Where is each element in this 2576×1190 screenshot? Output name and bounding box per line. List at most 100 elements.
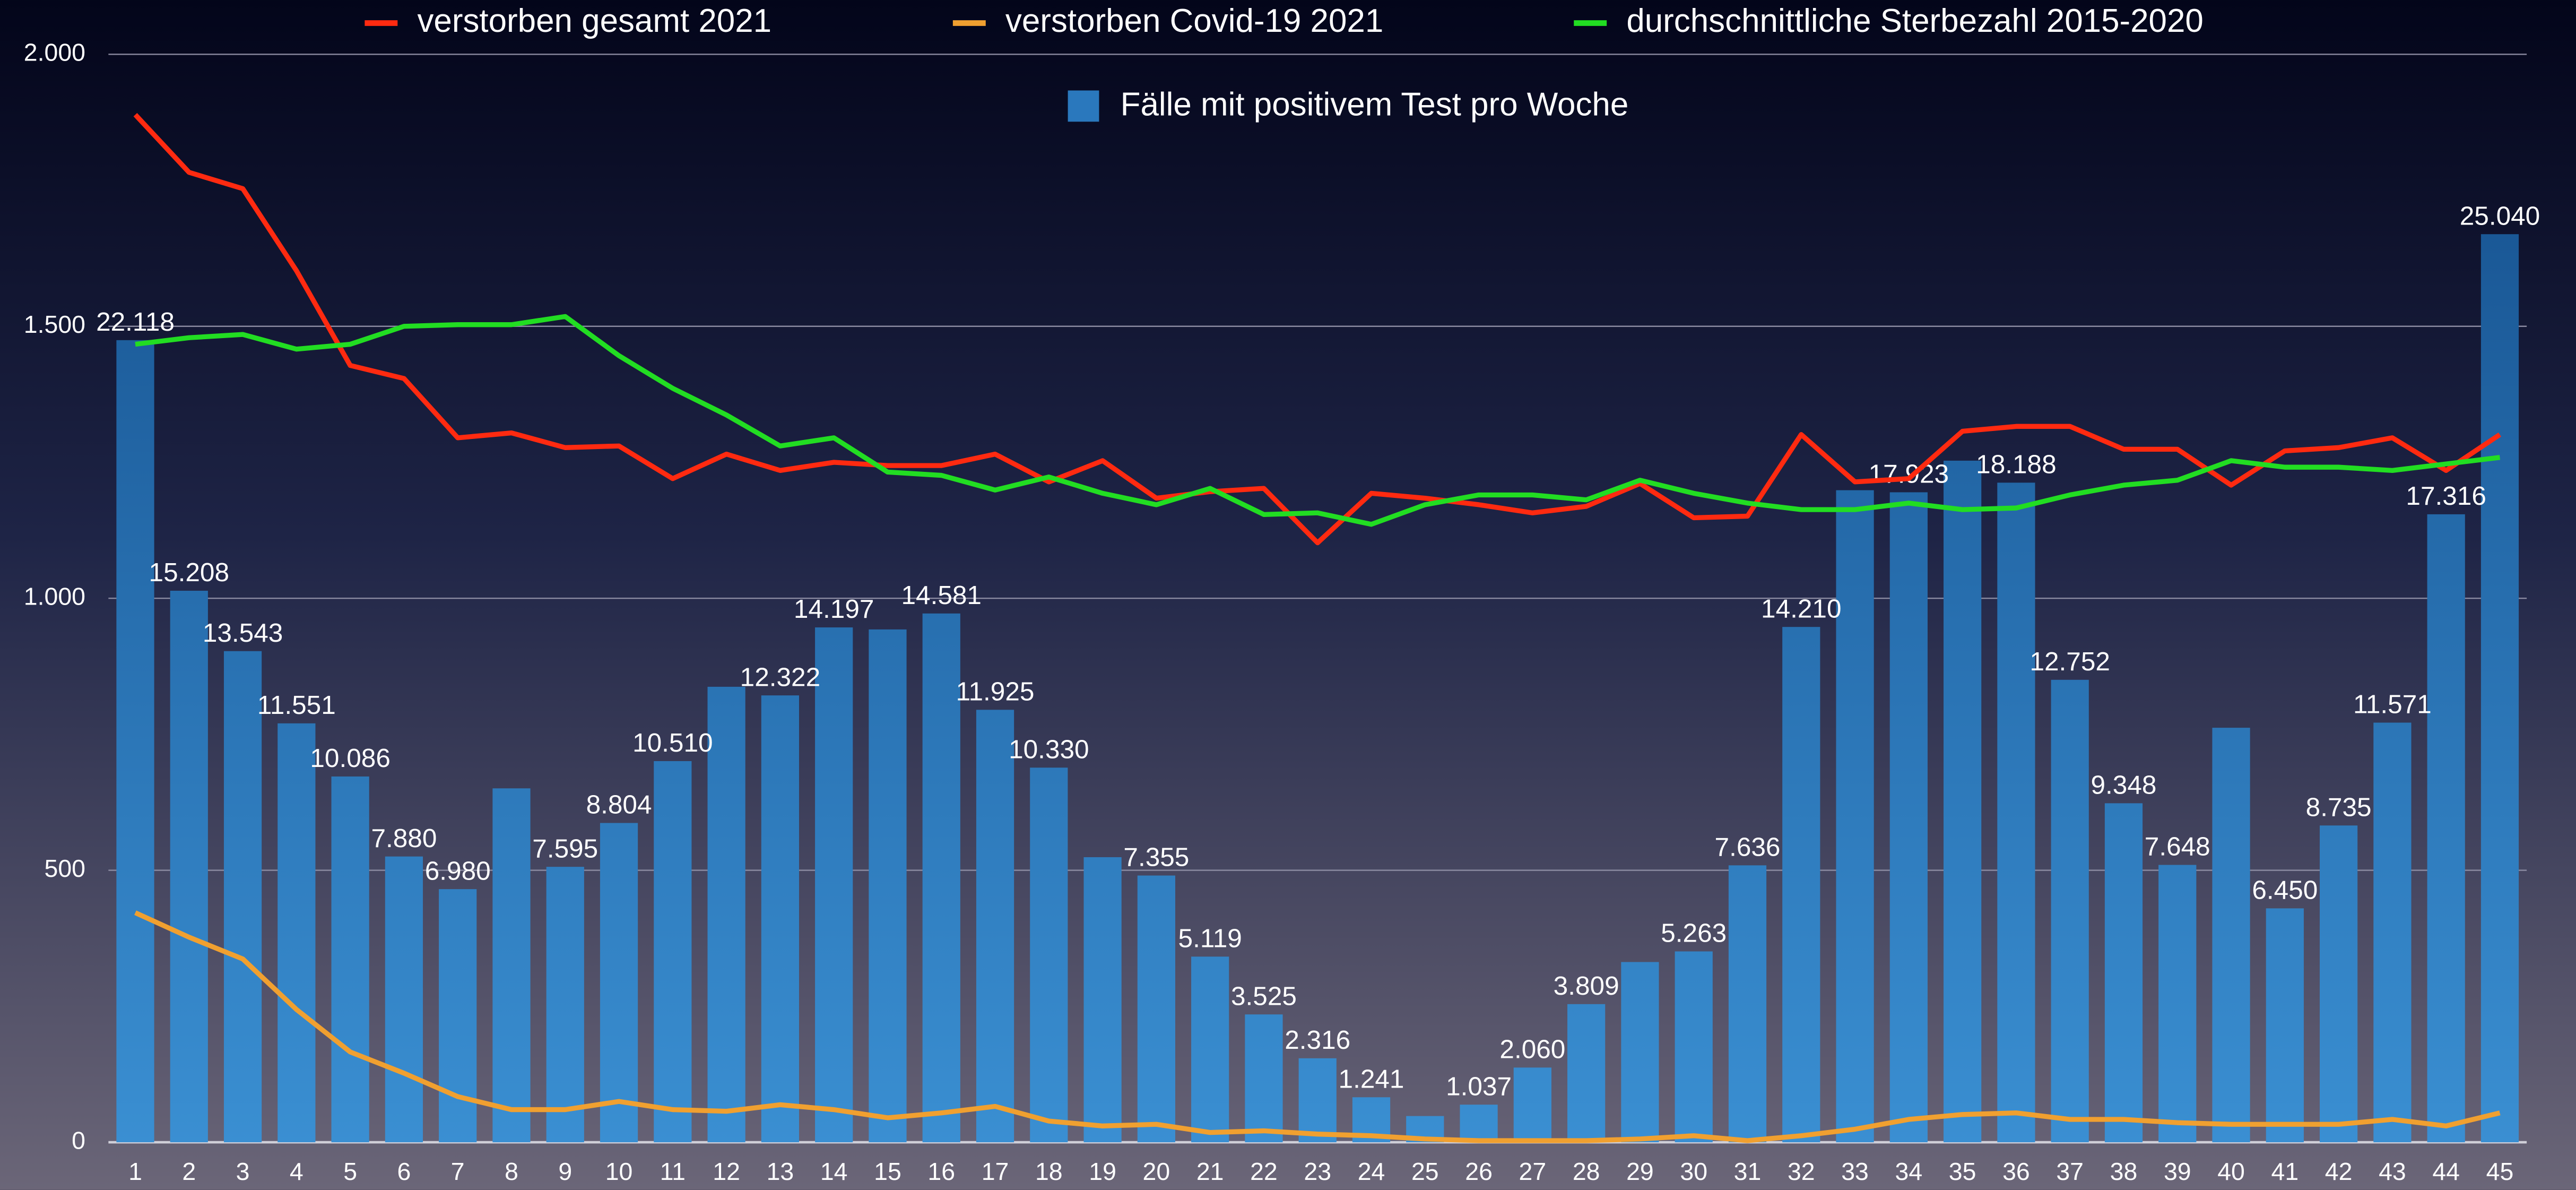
bar (1298, 1058, 1337, 1143)
bar (1675, 951, 1713, 1143)
x-tick-label: 11 (660, 1158, 686, 1185)
data-label: 5.119 (1178, 924, 1242, 953)
bar (922, 613, 960, 1143)
data-label: 7.595 (532, 834, 598, 863)
x-tick-label: 4 (290, 1158, 303, 1185)
x-tick-label: 10 (605, 1158, 633, 1185)
legend-label: verstorben Covid-19 2021 (1005, 3, 1383, 39)
x-tick-label: 14 (820, 1158, 848, 1185)
x-tick-label: 38 (2110, 1158, 2138, 1185)
data-label: 3.809 (1554, 971, 1619, 1001)
y-tick-label: 1.500 (24, 311, 85, 338)
data-label: 10.086 (310, 744, 391, 773)
y-tick-label: 1.000 (24, 582, 85, 610)
x-tick-label: 20 (1143, 1158, 1170, 1185)
bar (1728, 865, 1767, 1143)
data-label: 8.735 (2306, 792, 2372, 822)
data-label: 7.880 (371, 824, 437, 853)
x-tick-label: 5 (343, 1158, 357, 1185)
bar (439, 889, 477, 1143)
x-tick-label: 24 (1358, 1158, 1385, 1185)
data-label: 6.450 (2252, 876, 2318, 905)
bar (2051, 679, 2089, 1143)
data-label: 1.241 (1339, 1064, 1404, 1093)
bar (1567, 1004, 1606, 1143)
data-label: 14.581 (901, 581, 982, 610)
data-label: 11.551 (257, 691, 336, 720)
bar (654, 761, 692, 1143)
legend-label: verstorben gesamt 2021 (417, 3, 771, 39)
data-label: 2.060 (1499, 1034, 1565, 1064)
bar (2373, 722, 2412, 1143)
y-tick-label: 500 (45, 855, 85, 882)
bar (2158, 865, 2197, 1143)
x-tick-label: 1 (128, 1158, 142, 1185)
bar (600, 823, 638, 1143)
bar (2212, 728, 2250, 1143)
data-label: 1.037 (1446, 1072, 1512, 1101)
bar (976, 710, 1014, 1143)
bar (1621, 962, 1659, 1143)
bar (2427, 514, 2465, 1143)
data-label: 11.925 (956, 677, 1035, 706)
legend-label: Fälle mit positivem Test pro Woche (1121, 87, 1629, 123)
bar (815, 627, 853, 1143)
data-label: 17.923 (1869, 460, 1949, 489)
x-tick-label: 28 (1573, 1158, 1600, 1185)
data-label: 18.188 (1976, 450, 2057, 479)
data-label: 11.571 (2353, 690, 2432, 719)
x-tick-label: 25 (1411, 1158, 1439, 1185)
line (133, 113, 2502, 546)
x-tick-label: 34 (1895, 1158, 1923, 1185)
x-tick-label: 33 (1841, 1158, 1869, 1185)
data-label: 9.348 (2091, 770, 2157, 799)
bar (546, 867, 584, 1143)
data-label: 15.208 (149, 558, 230, 587)
x-tick-label: 45 (2486, 1158, 2514, 1185)
legend-swatch (1068, 90, 1099, 122)
data-label: 5.263 (1661, 919, 1727, 948)
bar (1944, 460, 1982, 1143)
x-tick-label: 43 (2379, 1158, 2406, 1185)
x-tick-label: 16 (927, 1158, 955, 1185)
x-tick-label: 37 (2056, 1158, 2084, 1185)
data-label: 3.525 (1231, 981, 1297, 1011)
x-tick-label: 42 (2325, 1158, 2353, 1185)
x-tick-label: 44 (2432, 1158, 2460, 1185)
bar (1513, 1067, 1551, 1143)
x-tick-label: 41 (2271, 1158, 2299, 1185)
x-tick-label: 7 (451, 1158, 465, 1185)
bar (223, 651, 262, 1143)
bar (1030, 768, 1068, 1143)
x-tick-label: 12 (713, 1158, 740, 1185)
line (135, 314, 2501, 527)
data-label: 25.040 (2460, 201, 2540, 230)
bar (170, 590, 208, 1143)
data-label: 8.804 (586, 790, 652, 820)
bar (761, 695, 800, 1143)
x-tick-label: 19 (1089, 1158, 1116, 1185)
data-label: 12.322 (740, 662, 821, 692)
x-tick-label: 13 (767, 1158, 794, 1185)
x-tick-label: 36 (2002, 1158, 2030, 1185)
x-tick-label: 15 (874, 1158, 901, 1185)
bar (1245, 1014, 1283, 1143)
line (134, 910, 2501, 1143)
data-label: 7.355 (1123, 843, 1189, 872)
bar (1997, 482, 2035, 1143)
bar (1782, 627, 1820, 1143)
x-tick-label: 39 (2164, 1158, 2191, 1185)
x-tick-label: 26 (1465, 1158, 1493, 1185)
x-tick-label: 35 (1949, 1158, 1976, 1185)
bar (116, 340, 154, 1143)
data-label: 12.752 (2029, 647, 2110, 676)
legend-label: durchschnittliche Sterbezahl 2015-2020 (1626, 3, 2204, 39)
x-tick-label: 17 (982, 1158, 1009, 1185)
bar (2480, 234, 2519, 1143)
x-tick-label: 9 (558, 1158, 572, 1185)
data-label: 10.330 (1009, 735, 1089, 764)
x-tick-label: 2 (182, 1158, 196, 1185)
bar (2266, 908, 2304, 1143)
